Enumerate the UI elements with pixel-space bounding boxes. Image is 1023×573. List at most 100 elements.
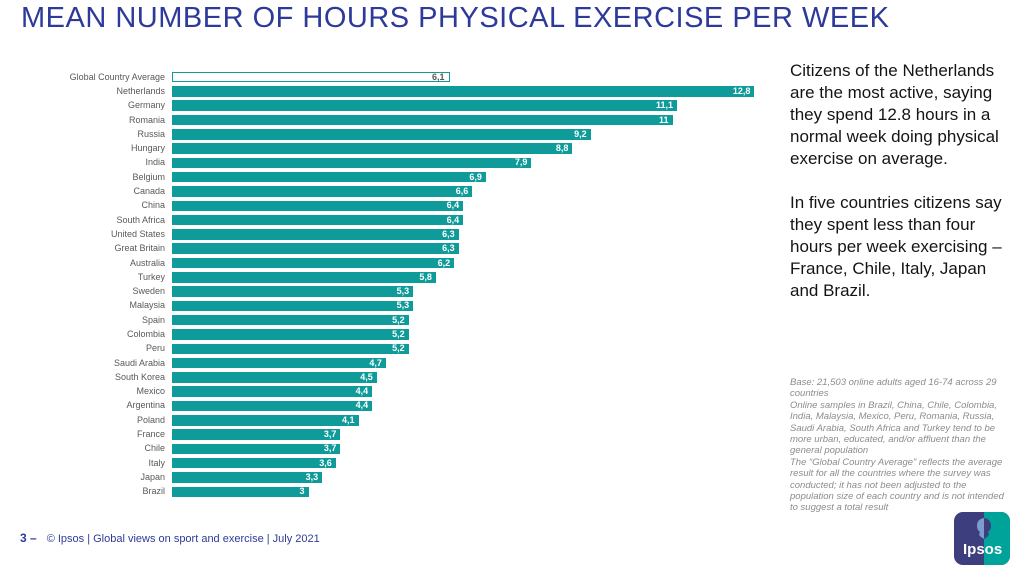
bar: 4,4 [172,386,373,397]
bar-value-label: 4,1 [342,414,355,425]
bar: 9,2 [172,129,591,140]
ipsos-logo: Ipsos [954,512,1010,565]
bar-track: 6,3 [172,229,778,240]
bar: 3,7 [172,443,341,455]
bar: 6,3 [172,243,459,254]
bar-value-label: 5,2 [392,343,405,354]
bar-track: 5,2 [172,314,778,326]
bar-row: Hungary 8,8 [8,141,778,155]
country-label: Argentina [126,400,165,411]
bar-row: Japan 3,3 [8,470,778,484]
bar-row: Canada 6,6 [8,184,778,198]
bar-value-label: 9,2 [574,128,587,139]
bar-row: India 7,9 [8,156,778,170]
country-label: South Korea [114,371,165,382]
country-label: Colombia [126,328,165,339]
country-label: Australia [129,257,165,268]
bar: 5,2 [172,343,409,355]
bar: 12,8 [172,85,755,97]
bar-row: United States 6,3 [8,227,778,241]
bar-row: South Korea 4,5 [8,370,778,384]
country-label: China [141,200,165,211]
country-label: Hungary [130,143,165,154]
bar-row: South Africa 6,4 [8,213,778,227]
country-label: Malaysia [129,300,165,311]
footnotes: Base: 21,503 online adults aged 16-74 ac… [790,377,1008,514]
country-label: Turkey [137,271,165,282]
commentary-paragraph-2: In five countries citizens say they spen… [790,193,1002,300]
bar-value-label: 3,7 [323,429,337,440]
bar-value-label: 3 [299,486,305,497]
bar: 5,3 [172,286,414,297]
bar-track: 12,8 [172,86,778,97]
svg-text:Ipsos: Ipsos [963,541,1002,558]
bar-value-label: 5,3 [396,286,410,297]
bar: 5,3 [172,300,414,312]
bar-track: 9,2 [172,129,778,140]
bar-value-label: 6,3 [442,243,455,254]
bar: 5,8 [172,272,436,283]
bar: 3,7 [172,429,341,440]
bar-track: 6,1 [172,71,778,83]
footer-credit: © Ipsos | Global views on sport and exer… [46,533,320,545]
bar-value-label: 6,6 [455,186,469,197]
country-label: Sweden [132,286,165,297]
bar: 4,5 [172,372,377,383]
country-label: France [136,429,165,440]
bar-row: Romania 11 [8,113,778,127]
bar-track: 6,3 [172,243,778,254]
bar-track: 3,3 [172,472,778,483]
bar-value-label: 8,8 [555,143,569,154]
bar-row: Global Country Average 6,1 [8,70,778,84]
bar-value-label: 6,2 [437,257,451,268]
bar-value-label: 4,5 [360,371,373,382]
country-label: India [145,157,165,168]
country-label: Saudi Arabia [113,357,165,368]
footnote-average-definition: The “Global Country Average” reflects th… [790,456,1004,514]
bar: 6,2 [172,257,455,269]
bar-value-label: 11 [658,114,669,125]
bar: 11,1 [172,100,678,111]
bar-row: Sweden 5,3 [8,284,778,298]
bar-value-label: 12,8 [732,85,751,96]
country-label: Chile [144,443,165,454]
bar-track: 3,7 [172,443,778,455]
bar-row: Russia 9,2 [8,127,778,141]
footnote-base: Base: 21,503 online adults aged 16-74 ac… [790,377,997,400]
bar-track: 4,4 [172,386,778,397]
bar-track: 5,8 [172,272,778,283]
bar-value-label: 4,4 [355,386,369,397]
bar: 6,1 [172,71,450,83]
bar-row: Australia 6,2 [8,256,778,270]
bar-track: 11 [172,114,778,126]
bar-track: 6,2 [172,257,778,269]
bar: 4,4 [172,400,373,412]
bar: 6,4 [172,200,464,212]
bar-track: 11,1 [172,100,778,111]
bar-row: Mexico 4,4 [8,385,778,399]
bar-value-label: 6,4 [446,200,460,211]
bar-track: 6,6 [172,186,778,197]
bar: 4,1 [172,415,359,426]
country-label: Canada [133,186,165,197]
bar-row: Peru 5,2 [8,342,778,356]
bar-value-label: 7,9 [514,157,528,168]
bar-row: Belgium 6,9 [8,170,778,184]
bar-value-label: 3,3 [305,471,319,482]
footnote-samples: Online samples in Brazil, China, Chile, … [790,399,997,457]
bar-value-label: 6,1 [432,71,445,82]
bar-value-label: 5,2 [392,328,405,339]
bar-track: 3,7 [172,429,778,440]
bar-value-label: 5,8 [419,271,432,282]
bar-row: Saudi Arabia 4,7 [8,356,778,370]
bar: 6,6 [172,186,473,197]
bar-track: 6,4 [172,214,778,226]
bar-value-label: 6,3 [442,228,455,239]
bar: 5,2 [172,314,409,326]
bar: 6,4 [172,214,464,226]
country-label: Spain [141,314,165,325]
bar-row: Great Britain 6,3 [8,242,778,256]
country-label: Belgium [132,171,165,182]
bar-track: 4,4 [172,400,778,412]
